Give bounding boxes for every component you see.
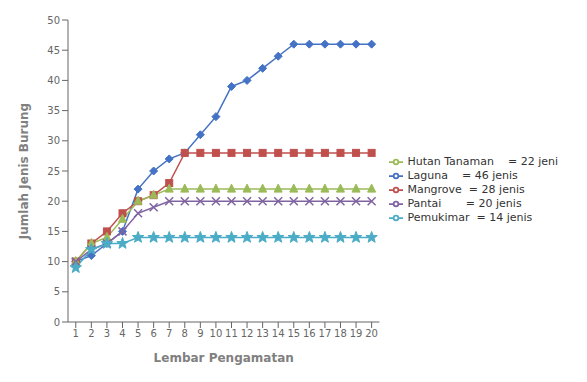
svg-text:7: 7 (166, 328, 172, 339)
svg-text:0: 0 (54, 317, 60, 328)
html-text:Hutan Tanaman = 22 jeni: Hutan Tanaman = 22 jeni (407, 155, 558, 168)
svg-text:10: 10 (210, 328, 223, 339)
svg-text:9: 9 (197, 328, 203, 339)
html-text:Pemukimar = 14 jenis: Pemukimar = 14 jenis (407, 211, 533, 224)
svg-text:45: 45 (47, 45, 60, 56)
svg-text:4: 4 (119, 328, 125, 339)
svg-text:25: 25 (47, 166, 60, 177)
svg-text:Jumlah Jenis Burung: Jumlah Jenis Burung (17, 103, 31, 240)
svg-text:14: 14 (272, 328, 285, 339)
svg-text:20: 20 (365, 328, 378, 339)
svg-text:20: 20 (47, 196, 60, 207)
svg-text:13: 13 (256, 328, 269, 339)
svg-text:6: 6 (150, 328, 156, 339)
svg-text:17: 17 (319, 328, 332, 339)
svg-text:8: 8 (182, 328, 188, 339)
svg-text:15: 15 (47, 226, 60, 237)
svg-text:50: 50 (47, 15, 60, 26)
svg-text:19: 19 (350, 328, 363, 339)
svg-text:5: 5 (54, 286, 60, 297)
svg-text:10: 10 (47, 256, 60, 267)
svg-text:Lembar Pengamatan: Lembar Pengamatan (154, 351, 294, 365)
svg-text:30: 30 (47, 135, 60, 146)
svg-text:15: 15 (287, 328, 300, 339)
html-text:Mangrove = 28 jenis: Mangrove = 28 jenis (407, 183, 525, 196)
svg-text:12: 12 (241, 328, 254, 339)
svg-text:1: 1 (73, 328, 79, 339)
svg-text:16: 16 (303, 328, 316, 339)
svg-text:2: 2 (88, 328, 94, 339)
svg-text:3: 3 (104, 328, 110, 339)
svg-text:35: 35 (47, 105, 60, 116)
svg-text:11: 11 (225, 328, 238, 339)
html-text:Pantai = 20 jenis: Pantai = 20 jenis (407, 197, 522, 210)
svg-text:5: 5 (135, 328, 141, 339)
svg-text:18: 18 (334, 328, 347, 339)
svg-text:40: 40 (47, 75, 60, 86)
html-text:Laguna = 46 jenis: Laguna = 46 jenis (407, 169, 518, 182)
